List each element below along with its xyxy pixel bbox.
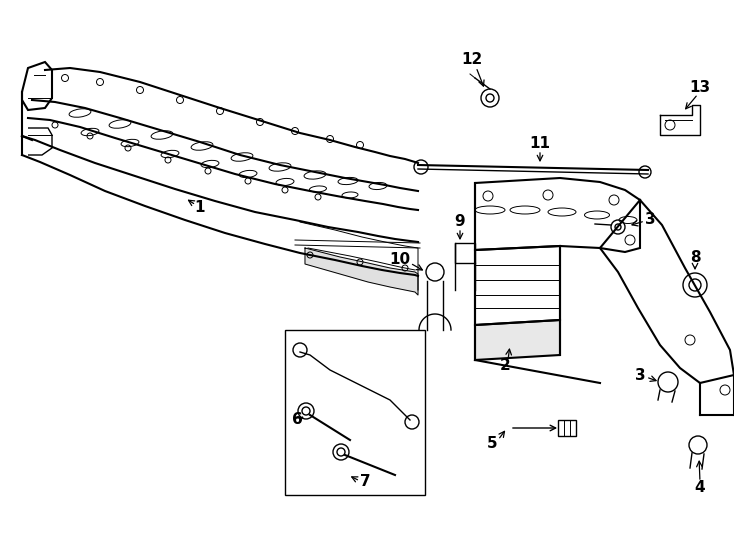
Text: 5: 5: [487, 435, 498, 450]
Text: 9: 9: [454, 214, 465, 230]
Text: 10: 10: [390, 253, 410, 267]
Text: 3: 3: [635, 368, 645, 382]
Text: 2: 2: [500, 357, 510, 373]
Text: 12: 12: [462, 52, 483, 68]
Text: 13: 13: [689, 80, 711, 96]
Text: 6: 6: [291, 413, 302, 428]
Polygon shape: [305, 248, 418, 295]
Bar: [558, 420, 576, 436]
Text: 1: 1: [195, 199, 206, 214]
Text: 11: 11: [529, 137, 550, 152]
Text: 8: 8: [690, 251, 700, 266]
Text: 7: 7: [360, 475, 371, 489]
Bar: [285, 330, 425, 495]
Text: 3: 3: [644, 213, 655, 227]
Polygon shape: [475, 320, 560, 360]
Text: 4: 4: [694, 481, 705, 496]
